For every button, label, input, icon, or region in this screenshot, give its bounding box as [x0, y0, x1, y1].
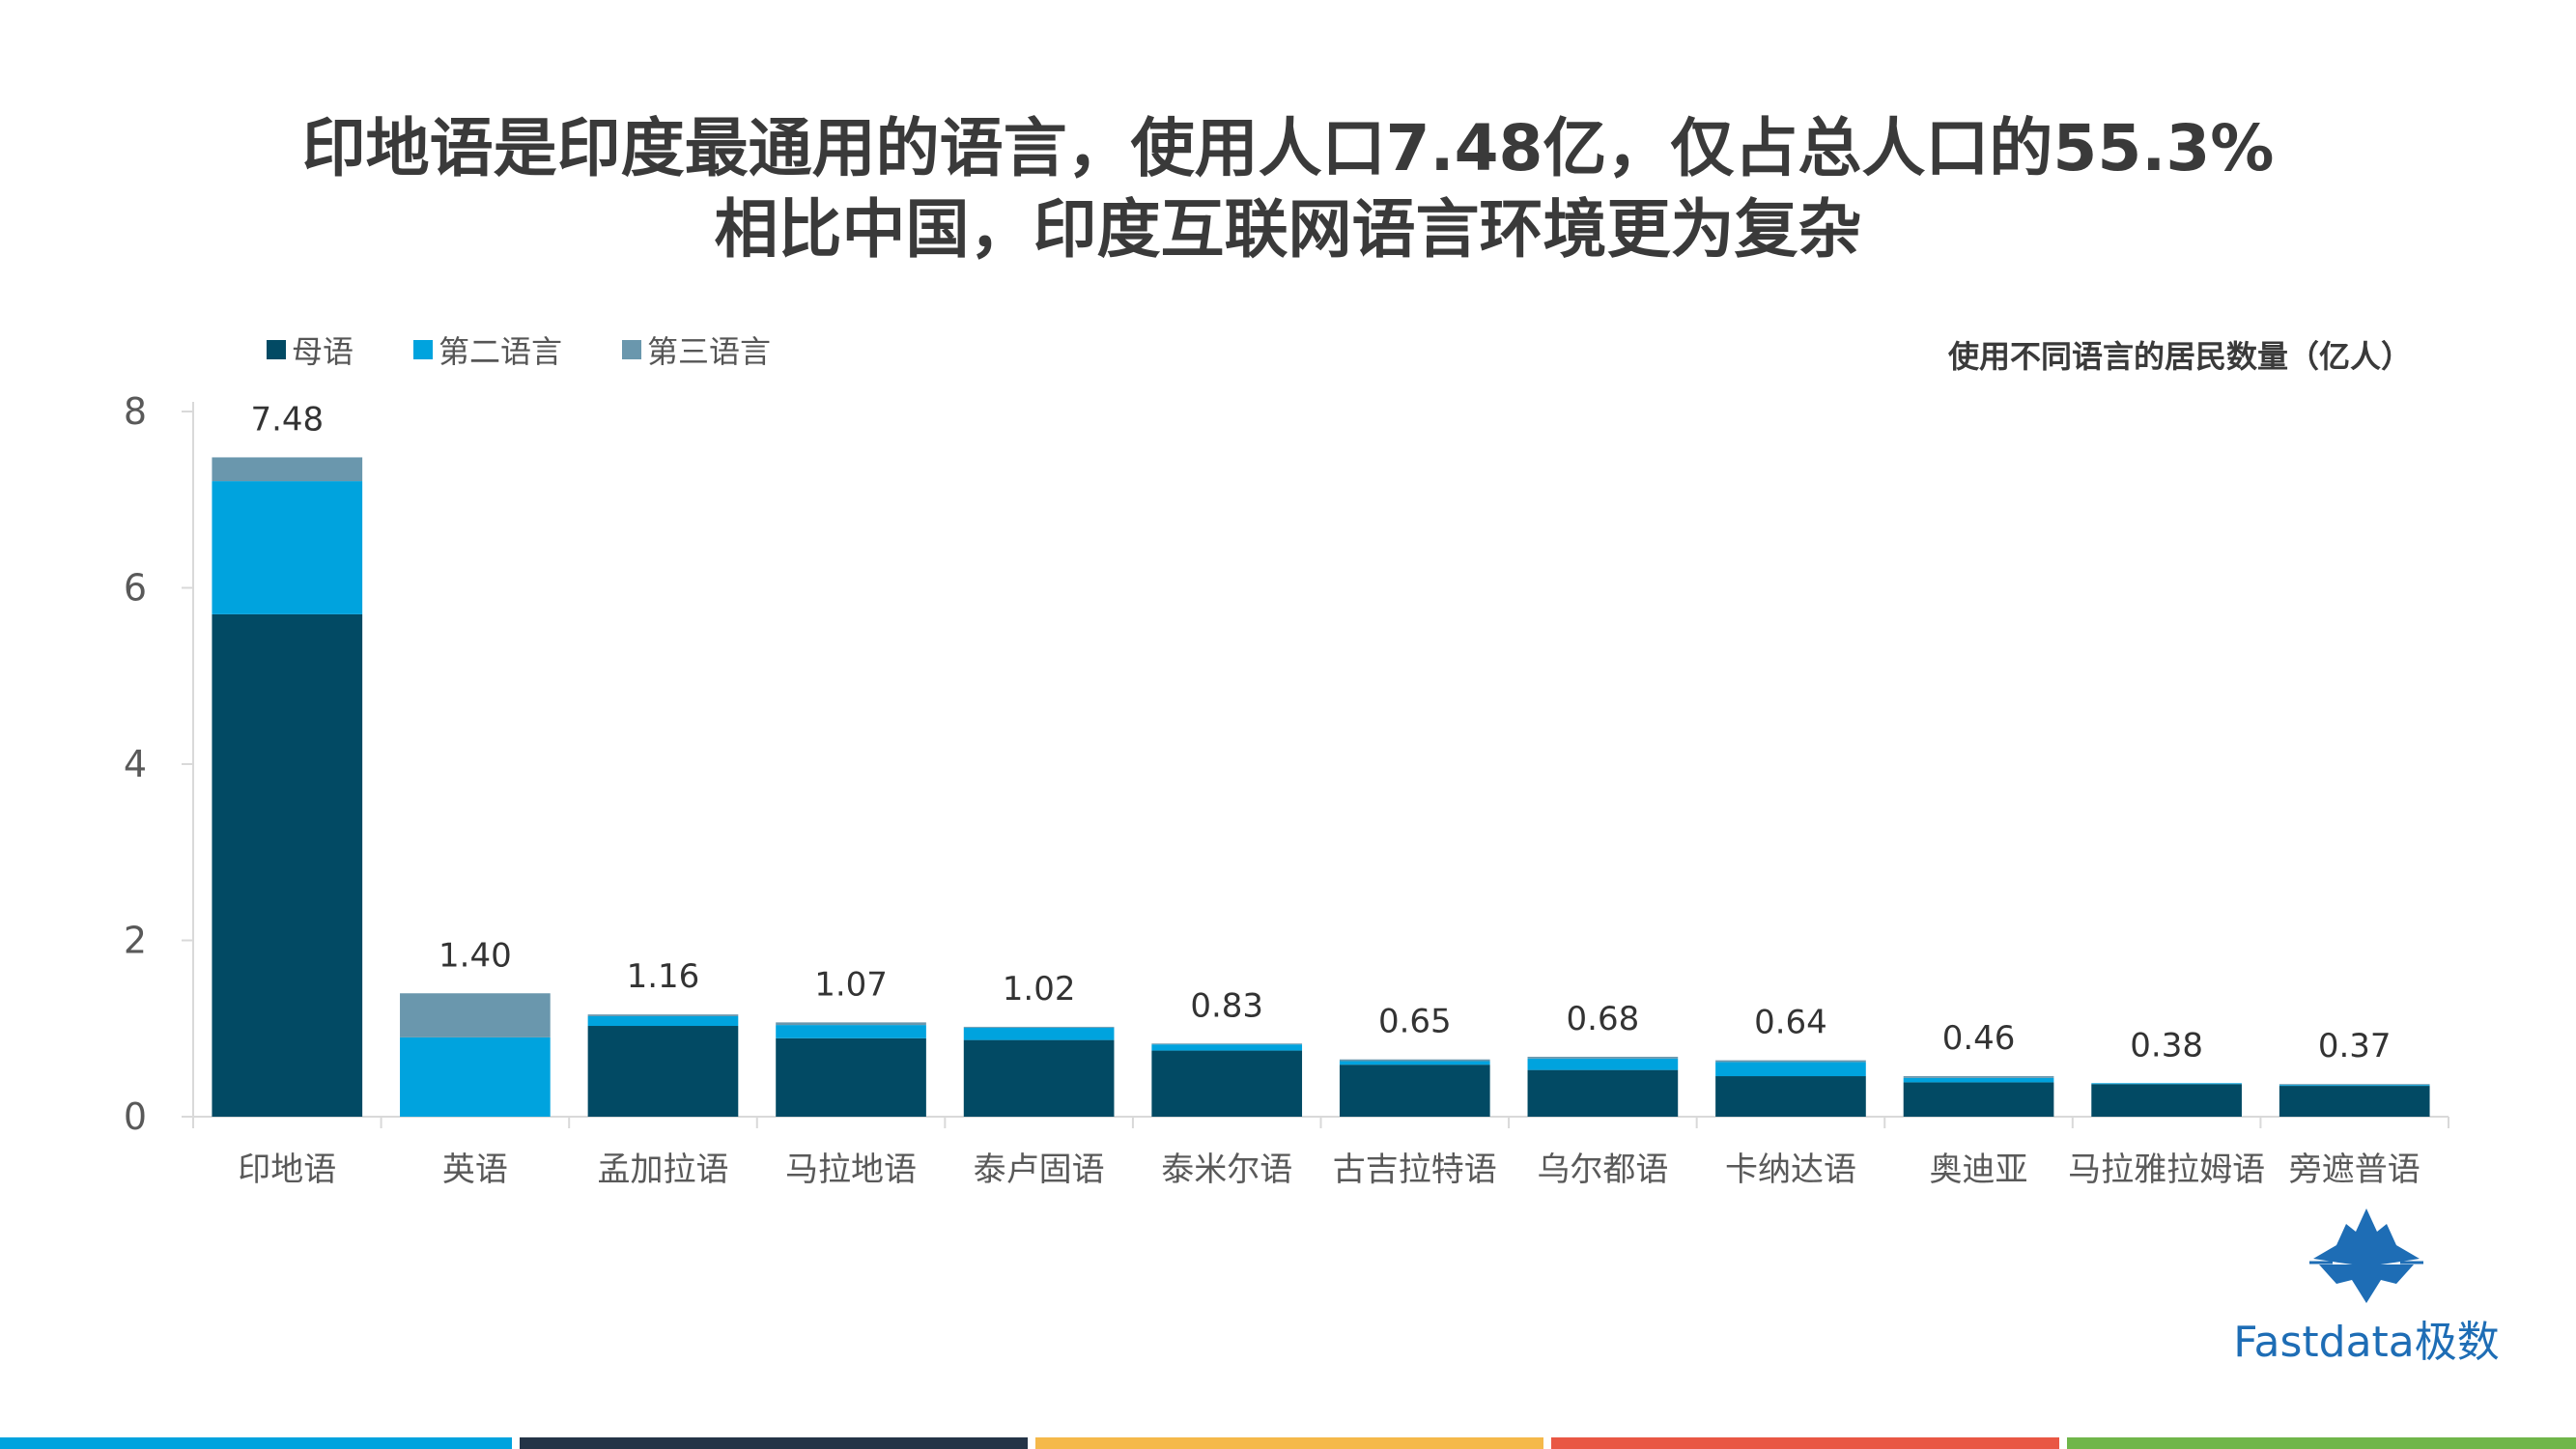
bar-segment-native: [1715, 1076, 1866, 1117]
bar-segment-third: [1903, 1076, 2054, 1078]
bar-segment-native: [963, 1039, 1115, 1117]
chart-title: 印地语是印度最通用的语言，使用人口7.48亿，仅占总人口的55.3% 相比中国，…: [0, 108, 2576, 270]
data-label-total: 0.38: [2130, 1026, 2203, 1065]
bar-segment-native: [1527, 1069, 1679, 1117]
data-label-total: 0.65: [1378, 1003, 1452, 1041]
x-tick-label: 泰卢固语: [974, 1151, 1105, 1189]
bar-segment-third: [776, 1022, 926, 1026]
x-tick-label: 印地语: [238, 1151, 336, 1189]
data-label-total: 7.48: [250, 400, 324, 439]
x-tick-label: 卡纳达语: [1725, 1151, 1856, 1189]
bar-segment-second: [2279, 1085, 2430, 1087]
x-tick-label: 古吉拉特语: [1333, 1151, 1497, 1189]
data-label-total: 0.68: [1567, 1000, 1640, 1038]
bar-segment-third: [1715, 1060, 1866, 1063]
bar-segment-native: [587, 1026, 739, 1117]
title-line-2: 相比中国，印度互联网语言环境更为复杂: [714, 192, 1862, 267]
bar-segment-third: [1339, 1059, 1490, 1062]
bottom-bar-2: [520, 1437, 1028, 1449]
x-tick-label: 乌尔都语: [1537, 1151, 1668, 1189]
x-tick-label: 马拉雅拉姆语: [2068, 1151, 2265, 1189]
bar-segment-native: [2091, 1084, 2242, 1117]
legend-label-second: 第二语言: [439, 333, 563, 370]
legend-item-second: 第二语言: [413, 327, 562, 372]
bar-segment-second: [587, 1015, 739, 1027]
bar-segment-third: [1527, 1056, 1679, 1059]
bar-segment-second: [1903, 1077, 2054, 1083]
bar-segment-third: [212, 457, 363, 482]
x-tick-label: 奥迪亚: [1930, 1151, 2028, 1189]
bar-segment-native: [2279, 1086, 2430, 1117]
bottom-color-bars: [0, 1437, 2576, 1449]
data-label-total: 1.02: [1003, 970, 1076, 1009]
bar-segment-third: [2279, 1084, 2430, 1086]
bar-segment-second: [1151, 1044, 1303, 1051]
bar-segment-second: [1715, 1062, 1866, 1077]
legend: 母语 第二语言 第三语言: [267, 328, 831, 371]
bar-segment-second: [2091, 1083, 2242, 1085]
data-label-total: 0.46: [1942, 1019, 2016, 1058]
bar-segment-native: [1339, 1065, 1490, 1117]
x-tick-label: 泰米尔语: [1161, 1151, 1292, 1189]
legend-label-third: 第三语言: [647, 333, 772, 370]
bar-segment-native: [1151, 1050, 1303, 1117]
data-label-total: 1.07: [814, 965, 888, 1004]
bar-segment-native: [776, 1037, 926, 1117]
bottom-bar-4: [1551, 1437, 2059, 1449]
bottom-bar-1: [0, 1437, 512, 1449]
data-label-total: 0.64: [1754, 1004, 1827, 1042]
y-tick-label: 8: [124, 390, 147, 433]
data-label-total: 0.83: [1190, 986, 1263, 1025]
bar-segment-second: [400, 1037, 551, 1117]
legend-swatch-native: [267, 340, 286, 359]
stacked-bar-chart: 0 2 4 6 8 7.48 印地语 1.40 英语 1.16 孟加拉语 1.07 马拉地语 1.02 泰卢…: [124, 390, 2449, 1189]
bar-segment-second: [1527, 1058, 1679, 1070]
bar-segment-native: [1903, 1082, 2054, 1117]
data-label-total: 1.16: [627, 957, 700, 996]
x-tick-label: 马拉地语: [785, 1151, 917, 1189]
legend-swatch-third: [622, 340, 642, 359]
logo-text: Fastdata极数: [2233, 1318, 2500, 1367]
bar-segment-second: [1339, 1061, 1490, 1065]
iceberg-icon: [2309, 1208, 2423, 1303]
bar-segment-third: [963, 1026, 1115, 1028]
bar-segment-third: [1151, 1043, 1303, 1045]
bar-segment-second: [963, 1027, 1115, 1040]
y-tick-label: 0: [124, 1095, 147, 1138]
unit-label: 使用不同语言的居民数量（亿人）: [1947, 338, 2412, 375]
bar-segment-second: [212, 481, 363, 614]
legend-swatch-second: [413, 340, 434, 359]
y-tick-label: 2: [124, 920, 147, 962]
x-tick-label: 孟加拉语: [597, 1151, 728, 1189]
data-label-total: 1.40: [439, 936, 512, 975]
x-tick-label: 旁遮普语: [2289, 1151, 2420, 1189]
x-tick-label: 英语: [442, 1151, 508, 1189]
logo: Fastdata极数: [2226, 1203, 2506, 1367]
legend-label-native: 母语: [292, 333, 354, 370]
bar-segment-second: [776, 1025, 926, 1038]
title-line-1: 印地语是印度最通用的语言，使用人口7.48亿，仅占总人口的55.3%: [301, 111, 2275, 185]
data-label-total: 0.37: [2318, 1027, 2392, 1065]
bar-segment-third: [400, 993, 551, 1037]
y-tick-label: 4: [124, 743, 147, 785]
legend-item-third: 第三语言: [622, 327, 771, 372]
legend-item-native: 母语: [267, 327, 354, 372]
y-tick-label: 6: [124, 567, 147, 610]
bottom-bar-3: [1035, 1437, 1543, 1449]
bottom-bar-5: [2067, 1437, 2576, 1449]
bar-segment-native: [212, 613, 363, 1117]
bar-segment-third: [587, 1014, 739, 1016]
